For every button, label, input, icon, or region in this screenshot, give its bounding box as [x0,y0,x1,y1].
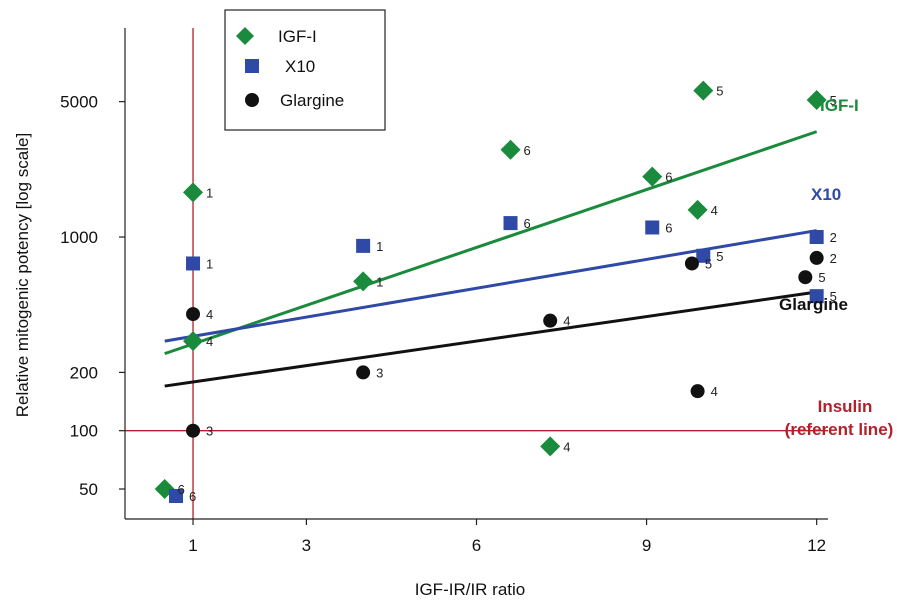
ticks: 1 3 6 9 12 50 100 200 1000 5000 [60,93,826,555]
y-tick-label: 100 [70,422,98,441]
data-points [155,81,827,503]
trend-line-igf-i [165,132,817,354]
x-axis-title: IGF-IR/IR ratio [415,580,526,599]
legend-square-icon [245,59,259,73]
point-label-glargine: 4 [563,314,570,329]
legend-label-x10: X10 [285,57,315,76]
legend-label-glargine: Glargine [280,91,344,110]
point-label-glargine: 3 [206,424,213,439]
point-glargine [798,270,812,284]
point-igf-i [501,140,521,160]
point-label-glargine: 4 [206,307,213,322]
point-label-x10: 6 [189,489,196,504]
point-label-x10: 1 [376,239,383,254]
point-label-glargine: 5 [705,256,712,271]
insulin-label: Insulin [818,397,873,416]
point-label-igf-i: 4 [563,439,570,454]
point-label-igf-i: 1 [206,185,213,200]
point-glargine [685,256,699,270]
legend-circle-icon [245,93,259,107]
point-glargine [356,365,370,379]
point-glargine [186,307,200,321]
y-tick-label: 5000 [60,93,98,112]
point-x10 [810,230,824,244]
point-label-glargine: 5 [818,270,825,285]
fit-label-igf-i: IGF-I [820,96,859,115]
point-label-x10: 5 [716,249,723,264]
y-axis-title: Relative mitogenic potency [log scale] [13,133,32,417]
x-tick-label: 12 [807,536,826,555]
point-label-glargine: 3 [376,365,383,380]
point-label-x10: 1 [206,256,213,271]
x-tick-label: 6 [472,536,481,555]
point-igf-i [642,167,662,187]
point-label-igf-i: 1 [376,274,383,289]
point-glargine [691,384,705,398]
point-label-x10: 6 [665,220,672,235]
point-igf-i [688,200,708,220]
y-tick-label: 200 [70,363,98,382]
referent-line-label: (referent line) [785,420,894,439]
y-tick-label: 50 [79,480,98,499]
point-glargine [186,424,200,438]
point-glargine [810,251,824,265]
trend-line-x10 [165,231,817,342]
point-label-glargine: 2 [830,251,837,266]
y-tick-label: 1000 [60,228,98,247]
point-label-x10: 6 [524,216,531,231]
point-label-x10: 2 [830,230,837,245]
fit-label-x10: X10 [811,185,841,204]
point-igf-i [183,182,203,202]
point-label-glargine: 4 [711,384,718,399]
point-igf-i [693,81,713,101]
point-label-igf-i: 6 [524,143,531,158]
point-label-igf-i: 6 [178,482,185,497]
point-label-igf-i: 6 [665,170,672,185]
x-tick-label: 1 [188,536,197,555]
point-igf-i [540,436,560,456]
point-label-igf-i: 4 [711,203,718,218]
point-x10 [645,220,659,234]
point-x10 [356,239,370,253]
legend: IGF-I X10 Glargine [225,10,385,130]
point-x10 [504,216,518,230]
x-tick-label: 3 [302,536,311,555]
fit-label-glargine: Glargine [779,295,848,314]
point-glargine [543,314,557,328]
point-label-igf-i: 5 [716,84,723,99]
point-x10 [186,256,200,270]
point-label-igf-i: 4 [206,334,213,349]
legend-label-igf-i: IGF-I [278,27,317,46]
x-tick-label: 9 [642,536,651,555]
trend-line-glargine [165,292,817,386]
